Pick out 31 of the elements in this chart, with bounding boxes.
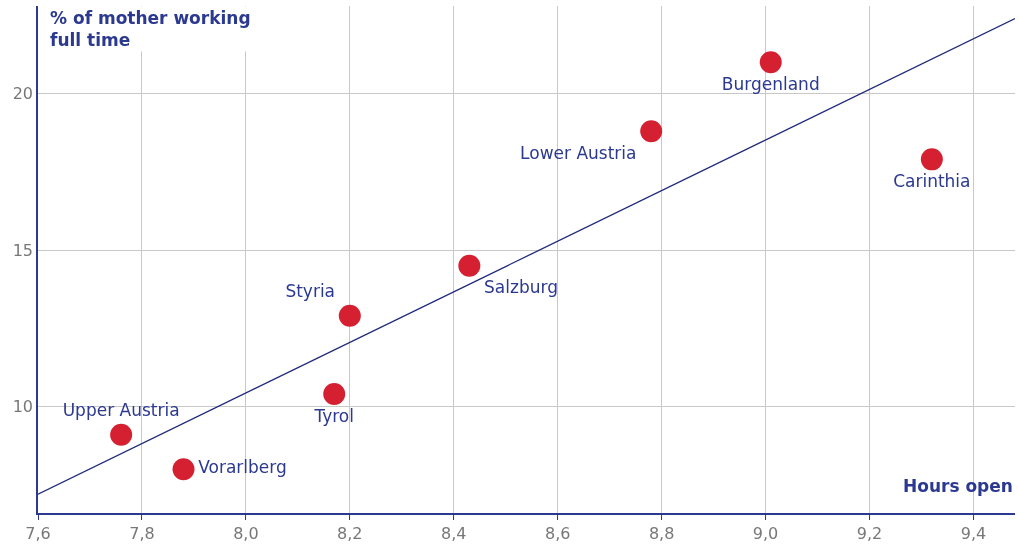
y-tick-label: 10 [12, 397, 34, 417]
point [110, 423, 133, 446]
series-label: Styria [285, 280, 336, 301]
x-axis-title: Hours open [903, 476, 1013, 496]
series-label: Vorarlberg [198, 457, 287, 478]
point [323, 383, 346, 406]
x-tick-label: 9,2 [856, 523, 883, 543]
y-tick-label: 15 [12, 240, 34, 260]
x-tick-label: 8,4 [441, 523, 467, 543]
series-label: Lower Austria [520, 142, 637, 163]
x-tick-label: 8,6 [544, 523, 571, 543]
point [920, 148, 943, 171]
point [338, 304, 361, 327]
point [458, 254, 481, 277]
x-tick-label: 9,0 [752, 523, 779, 543]
series-label: Tyrol [313, 405, 354, 426]
x-tick-label: 7,8 [129, 523, 155, 543]
series-label: Upper Austria [62, 399, 180, 420]
x-tick-label: 8,2 [337, 523, 363, 543]
series-label: Burgenland [721, 73, 820, 94]
x-tick-label: 8,8 [648, 523, 675, 543]
point [640, 120, 663, 143]
y-tick-label: 20 [12, 84, 34, 104]
series-label: Salzburg [484, 277, 558, 298]
x-tick-label: 7,6 [25, 523, 51, 543]
x-tick-label: 8,0 [233, 523, 259, 543]
series-label: Carinthia [893, 170, 971, 191]
point [172, 458, 195, 481]
y-axis-title: % of mother working full time [50, 8, 251, 51]
point [759, 51, 782, 74]
x-tick-label: 9,4 [960, 523, 987, 543]
